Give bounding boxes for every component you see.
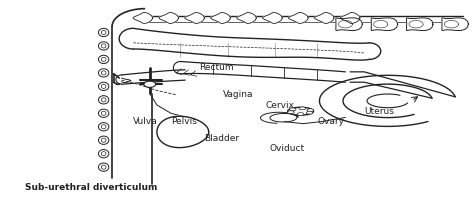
Text: Vulva: Vulva (133, 117, 158, 126)
Text: Pelvis: Pelvis (171, 117, 197, 126)
Circle shape (307, 109, 314, 112)
Ellipse shape (99, 42, 109, 50)
Ellipse shape (99, 109, 109, 117)
Ellipse shape (99, 55, 109, 64)
Polygon shape (340, 12, 360, 24)
Ellipse shape (99, 96, 109, 104)
Ellipse shape (101, 138, 106, 142)
Ellipse shape (99, 136, 109, 144)
Polygon shape (407, 18, 433, 30)
Circle shape (297, 113, 304, 116)
Circle shape (299, 107, 306, 110)
Ellipse shape (101, 165, 106, 169)
Ellipse shape (99, 123, 109, 131)
Polygon shape (289, 12, 308, 24)
Polygon shape (133, 12, 153, 24)
Circle shape (289, 108, 296, 111)
Polygon shape (211, 12, 230, 24)
Ellipse shape (99, 150, 109, 158)
Circle shape (288, 111, 294, 114)
Polygon shape (336, 18, 362, 30)
Ellipse shape (101, 98, 106, 102)
Ellipse shape (99, 163, 109, 171)
Polygon shape (263, 12, 282, 24)
Ellipse shape (144, 81, 156, 87)
Ellipse shape (101, 71, 106, 75)
Polygon shape (157, 116, 209, 148)
Polygon shape (159, 12, 179, 24)
Ellipse shape (101, 30, 106, 34)
Polygon shape (371, 18, 398, 30)
Ellipse shape (101, 57, 106, 62)
Ellipse shape (101, 84, 106, 88)
Text: Vagina: Vagina (223, 90, 254, 99)
Ellipse shape (99, 69, 109, 77)
Circle shape (306, 111, 313, 114)
Ellipse shape (101, 111, 106, 115)
Ellipse shape (99, 82, 109, 91)
Ellipse shape (101, 152, 106, 156)
Ellipse shape (288, 107, 314, 115)
Polygon shape (185, 12, 204, 24)
Text: Uterus: Uterus (364, 107, 394, 116)
Text: Oviduct: Oviduct (270, 144, 305, 153)
Text: Sub-urethral diverticulum: Sub-urethral diverticulum (25, 183, 157, 192)
Polygon shape (442, 18, 468, 30)
Ellipse shape (101, 125, 106, 129)
Polygon shape (237, 12, 256, 24)
Text: Cervix: Cervix (265, 101, 294, 109)
Polygon shape (315, 12, 334, 24)
Text: Bladder: Bladder (204, 134, 239, 143)
Text: Ovary: Ovary (317, 117, 344, 126)
Ellipse shape (99, 28, 109, 37)
Text: Rectum: Rectum (199, 63, 234, 72)
Ellipse shape (101, 44, 106, 48)
